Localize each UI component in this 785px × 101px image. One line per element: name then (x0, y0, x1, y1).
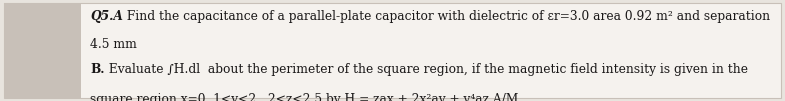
FancyBboxPatch shape (4, 3, 781, 98)
FancyBboxPatch shape (4, 3, 81, 98)
Text: 4.5 mm: 4.5 mm (90, 38, 137, 51)
Text: Find the capacitance of a parallel-plate capacitor with dielectric of εr=3.0 are: Find the capacitance of a parallel-plate… (123, 10, 770, 23)
Text: square region x=0, 1<y<2 , 2<z<2.5 by H = zax + 2x²ay + y⁴az A/M.: square region x=0, 1<y<2 , 2<z<2.5 by H … (90, 93, 523, 101)
Text: Q5.A: Q5.A (90, 10, 123, 23)
Text: Evaluate ∫H.dl  about the perimeter of the square region, if the magnetic field : Evaluate ∫H.dl about the perimeter of th… (104, 63, 748, 76)
Text: B.: B. (90, 63, 104, 76)
